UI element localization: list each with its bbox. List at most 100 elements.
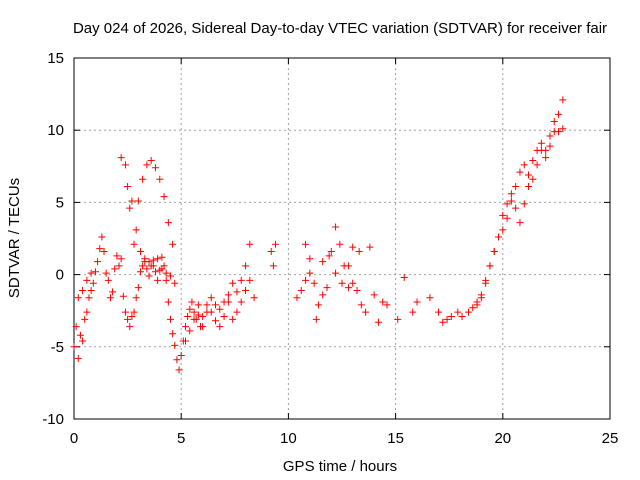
data-point xyxy=(529,175,537,183)
data-point xyxy=(96,245,104,253)
data-point xyxy=(203,301,211,309)
y-axis-label: SDTVAR / TECUs xyxy=(6,178,23,298)
data-point xyxy=(486,262,494,270)
data-point xyxy=(332,223,340,231)
data-point xyxy=(190,308,198,316)
data-point xyxy=(546,132,554,140)
data-point xyxy=(117,154,125,162)
data-point xyxy=(177,351,185,359)
data-point xyxy=(443,315,451,323)
data-point xyxy=(89,279,97,287)
data-point xyxy=(76,331,84,339)
data-point xyxy=(229,279,237,287)
data-point xyxy=(355,247,363,255)
data-point xyxy=(542,146,550,154)
data-point xyxy=(477,291,485,299)
data-point xyxy=(81,315,89,323)
data-point xyxy=(306,255,314,263)
data-point xyxy=(194,301,202,309)
data-point xyxy=(188,298,196,306)
data-point xyxy=(171,279,179,287)
data-point xyxy=(79,337,87,345)
data-point xyxy=(166,315,174,323)
data-point xyxy=(117,255,125,263)
data-point xyxy=(353,286,361,294)
y-tick-label: 5 xyxy=(56,194,64,211)
data-point xyxy=(119,292,127,300)
data-point xyxy=(454,308,462,316)
data-point xyxy=(366,243,374,251)
data-point xyxy=(186,305,194,313)
data-point xyxy=(374,318,382,326)
data-point xyxy=(302,276,310,284)
data-point xyxy=(233,308,241,316)
data-point xyxy=(72,323,80,331)
data-point xyxy=(332,269,340,277)
data-point xyxy=(207,294,215,302)
chart-title: Day 024 of 2026, Sidereal Day-to-day VTE… xyxy=(73,20,607,37)
data-point xyxy=(349,243,357,251)
data-point xyxy=(349,279,357,287)
data-point xyxy=(111,265,119,273)
data-point xyxy=(233,288,241,296)
data-point xyxy=(237,298,245,306)
data-point xyxy=(555,110,563,118)
data-point xyxy=(184,312,192,320)
data-point xyxy=(128,312,136,320)
data-point xyxy=(87,286,95,294)
data-point xyxy=(542,154,550,162)
data-point xyxy=(147,157,155,165)
data-point xyxy=(224,298,232,306)
data-point xyxy=(362,308,370,316)
data-points xyxy=(70,96,567,374)
data-point xyxy=(507,197,515,205)
data-point xyxy=(164,298,172,306)
data-point xyxy=(100,247,108,255)
data-point xyxy=(156,175,164,183)
data-point xyxy=(94,258,102,266)
data-point xyxy=(434,308,442,316)
y-tick-label: 0 xyxy=(56,267,64,284)
data-point xyxy=(224,291,232,299)
y-tick-label: -5 xyxy=(51,339,64,356)
x-tick-label: 10 xyxy=(280,430,297,447)
data-point xyxy=(297,286,305,294)
data-point xyxy=(293,294,301,302)
data-point xyxy=(186,327,194,335)
data-point xyxy=(344,262,352,270)
data-point xyxy=(512,204,520,212)
data-point xyxy=(175,366,183,374)
data-point xyxy=(151,268,159,276)
data-point xyxy=(370,291,378,299)
data-point xyxy=(338,279,346,287)
data-point xyxy=(306,269,314,277)
data-point xyxy=(199,323,207,331)
data-point xyxy=(516,168,524,176)
data-point xyxy=(181,337,189,345)
data-point xyxy=(124,315,132,323)
data-point xyxy=(312,315,320,323)
x-axis-label: GPS time / hours xyxy=(283,458,397,475)
data-point xyxy=(310,279,318,287)
data-point xyxy=(87,269,95,277)
data-point xyxy=(216,305,224,313)
data-point xyxy=(203,308,211,316)
data-point xyxy=(302,240,310,248)
x-tick-label: 0 xyxy=(70,430,78,447)
data-point xyxy=(323,284,331,292)
data-point xyxy=(220,312,228,320)
data-point xyxy=(83,276,91,284)
data-point xyxy=(516,219,524,227)
y-tick-label: 15 xyxy=(47,50,64,67)
data-point xyxy=(447,312,455,320)
y-tick-label: -10 xyxy=(42,411,64,428)
x-tick-label: 25 xyxy=(602,430,619,447)
data-point xyxy=(537,139,545,147)
x-tick-label: 15 xyxy=(387,430,404,447)
data-point xyxy=(525,183,533,191)
data-point xyxy=(469,304,477,312)
data-point xyxy=(379,298,387,306)
data-point xyxy=(106,294,114,302)
data-point xyxy=(490,247,498,255)
data-point xyxy=(473,301,481,309)
